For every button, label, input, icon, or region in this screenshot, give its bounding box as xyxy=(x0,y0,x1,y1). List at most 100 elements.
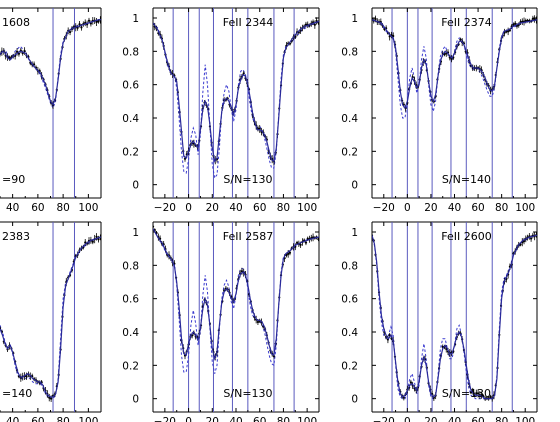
data-point xyxy=(317,238,319,241)
panel: 40 60 80 100 2383 =140 xyxy=(0,221,102,422)
x-tick-label: 40 xyxy=(448,202,461,214)
panel-label: FeII 2600 xyxy=(441,230,491,243)
y-tick-label: 1 xyxy=(132,13,139,25)
data-point xyxy=(287,252,290,255)
y-tick-label: 0.4 xyxy=(122,113,139,125)
data-points xyxy=(0,233,101,402)
y-tick-label: 0.4 xyxy=(122,327,139,339)
y-tick-label: 0.6 xyxy=(122,294,139,306)
data-point xyxy=(295,241,299,244)
panel-label: FeII 2587 xyxy=(223,230,273,243)
data-point xyxy=(489,395,492,398)
y-tick-label: 1 xyxy=(351,13,358,25)
sn-label: S/N=130 xyxy=(223,173,272,186)
panel-label: FeII 2344 xyxy=(223,16,273,29)
x-tick-label: 60 xyxy=(253,202,266,214)
x-tick-label: 0 xyxy=(185,202,192,214)
data-point xyxy=(475,392,478,395)
x-tick-label: 100 xyxy=(515,416,535,422)
data-point xyxy=(95,235,98,238)
data-point xyxy=(392,34,395,38)
x-tick-label: 40 xyxy=(448,416,461,422)
x-tick-label: 20 xyxy=(206,416,219,422)
y-tick-label: 0.4 xyxy=(341,113,358,125)
sn-label: S/N=130 xyxy=(442,387,491,400)
data-point xyxy=(531,17,534,20)
panel: −20 0 20 40 60 80 100 0 0.2 0.4 0.6 0.8 1 FeII 2374 S/… xyxy=(341,7,538,214)
x-tick-label: 60 xyxy=(471,202,484,214)
data-point xyxy=(87,19,91,22)
data-point xyxy=(306,237,309,240)
data-point xyxy=(514,22,517,25)
x-tick-label: 80 xyxy=(495,202,508,214)
sn-label: =90 xyxy=(2,173,25,186)
panel: 40 60 80 100 1608 =90 xyxy=(0,7,102,214)
x-tick-label: −20 xyxy=(373,202,395,214)
y-tick-label: 1 xyxy=(132,227,139,239)
data-point xyxy=(299,243,302,246)
plot-area xyxy=(372,14,537,119)
x-tick-label: 80 xyxy=(56,202,69,214)
x-tick-label: 100 xyxy=(297,416,317,422)
data-point xyxy=(25,375,28,378)
data-point xyxy=(97,20,100,23)
model-fit-line xyxy=(153,20,319,163)
data-point xyxy=(95,20,98,24)
data-point xyxy=(68,30,72,34)
plot-area xyxy=(153,17,319,180)
data-point xyxy=(459,38,462,41)
data-point xyxy=(409,381,412,384)
x-tick-label: 60 xyxy=(31,202,44,214)
x-tick-label: 60 xyxy=(471,416,484,422)
y-tick-label: 0.8 xyxy=(122,46,139,58)
x-tick-label: 100 xyxy=(515,202,535,214)
plot-area xyxy=(372,232,537,402)
data-point xyxy=(256,320,260,324)
panel-label: 2383 xyxy=(2,230,30,243)
panel-label: FeII 2374 xyxy=(441,16,491,29)
y-tick-label: 0 xyxy=(351,180,358,192)
y-tick-label: 0.8 xyxy=(122,260,139,272)
model-fit-line xyxy=(153,228,319,361)
x-tick-label: 80 xyxy=(277,416,290,422)
model-fit-line xyxy=(0,19,101,106)
y-tick-label: 0 xyxy=(351,394,358,406)
data-point xyxy=(288,251,292,254)
data-point xyxy=(153,225,155,228)
x-tick-label: 20 xyxy=(424,202,437,214)
panel-label: 1608 xyxy=(2,16,30,29)
x-tick-label: 40 xyxy=(6,416,19,422)
y-tick-label: 0.6 xyxy=(341,294,358,306)
y-tick-label: 1 xyxy=(351,227,358,239)
y-tick-label: 0.2 xyxy=(341,146,358,158)
dashed-model-line xyxy=(153,20,319,180)
data-point xyxy=(313,23,316,26)
x-tick-label: 100 xyxy=(78,202,98,214)
x-tick-label: 40 xyxy=(6,202,19,214)
panel: −20 0 20 40 60 80 100 0 0.2 0.4 0.6 0.8 1 FeII 2587 S/… xyxy=(122,221,320,422)
plot-area xyxy=(153,222,319,374)
sn-label: =140 xyxy=(2,387,32,400)
x-tick-label: 20 xyxy=(206,202,219,214)
sn-label: S/N=130 xyxy=(223,387,272,400)
data-point xyxy=(17,52,21,55)
x-tick-label: 100 xyxy=(297,202,317,214)
dashed-model-line xyxy=(0,236,101,400)
y-tick-label: 0.2 xyxy=(122,360,139,372)
y-tick-label: 0.2 xyxy=(122,146,139,158)
panel: −20 0 20 40 60 80 100 0 0.2 0.4 0.6 0.8 1 FeII 2344 S/… xyxy=(122,7,320,214)
data-point xyxy=(530,237,533,240)
x-tick-label: 0 xyxy=(404,416,411,422)
y-tick-label: 0.6 xyxy=(122,80,139,92)
x-tick-label: −20 xyxy=(154,416,176,422)
dashed-model-line xyxy=(153,228,319,374)
y-tick-label: 0.6 xyxy=(341,80,358,92)
y-tick-label: 0.2 xyxy=(341,360,358,372)
y-tick-label: 0 xyxy=(132,180,139,192)
data-point xyxy=(50,397,53,400)
model-fit-line xyxy=(372,19,537,110)
x-tick-label: 60 xyxy=(253,416,266,422)
y-tick-label: 0.8 xyxy=(341,46,358,58)
data-point xyxy=(374,17,377,21)
